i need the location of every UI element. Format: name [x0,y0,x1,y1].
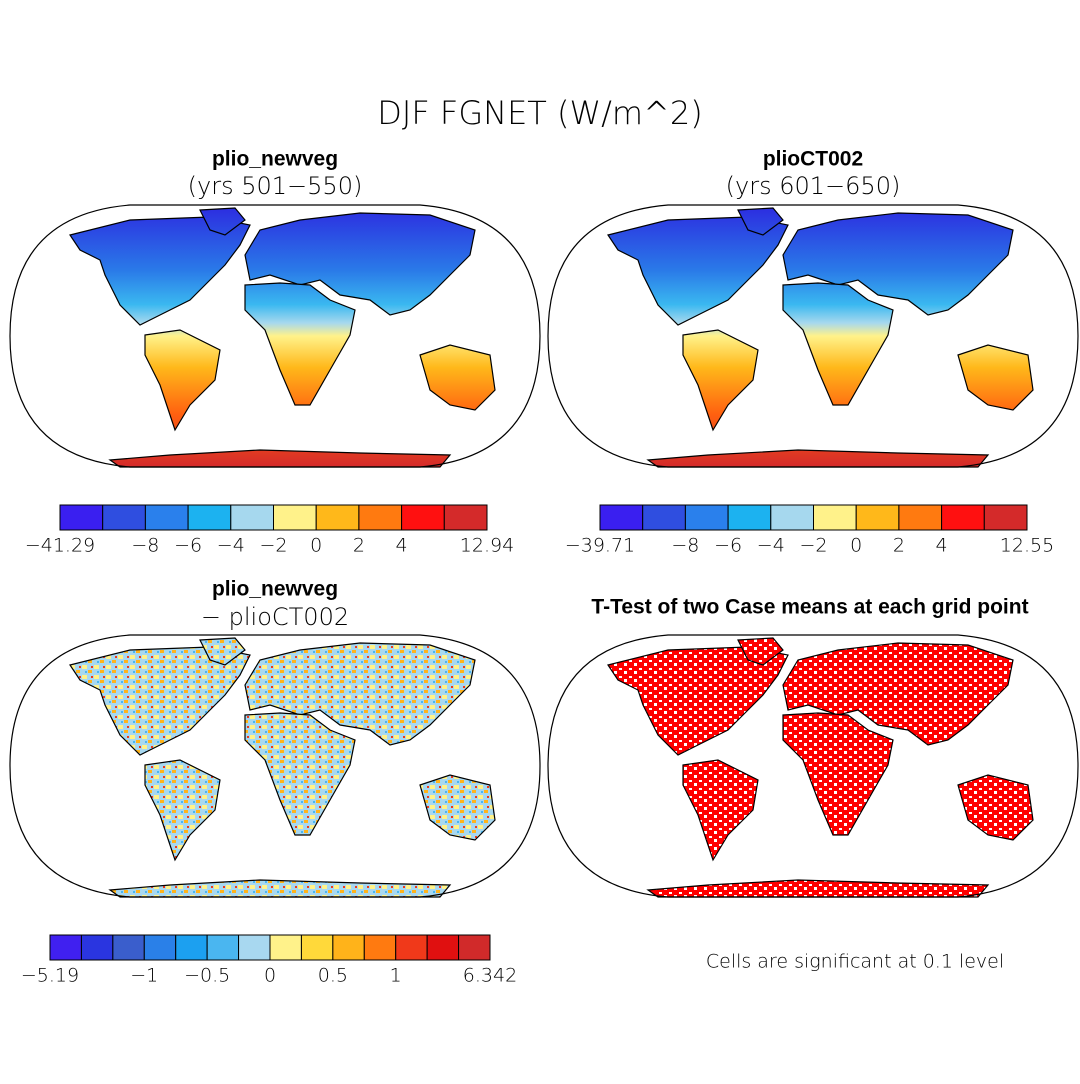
colorbar-box [175,934,208,961]
panel-subtitle: (yrs 501−550) [188,172,363,200]
colorbar-box [112,934,145,961]
colorbar-box [684,504,729,531]
colorbar-label: 1 [390,965,402,987]
colorbar-box [443,504,488,531]
figure-title: DJF FGNET (W/m^2) [377,94,702,132]
colorbar-box [144,504,189,531]
colorbar-label: −5.19 [21,965,79,987]
colorbar-label: 0 [850,535,862,557]
colorbar-box [642,504,686,531]
colorbar-label: 2 [353,535,365,557]
colorbar-label: −2 [799,535,827,557]
panel-subtitle: (yrs 601−650) [726,172,901,200]
colorbar-box [269,934,302,961]
colorbar-label: −4 [217,535,245,557]
colorbar-label: 0.5 [318,965,348,987]
colorbar-label: −6 [174,535,202,557]
colorbar-label: 12.55 [1000,535,1054,557]
colorbar-box [238,934,271,961]
map [547,204,1079,468]
colorbar-box [59,504,104,531]
colorbar-box [770,504,814,531]
colorbar-box [426,934,460,961]
colorbar-box [187,504,232,531]
map [547,634,1079,898]
colorbar-box [599,504,644,531]
colorbar-label: −6 [714,535,742,557]
colorbar-label: −8 [671,535,699,557]
colorbar-box [401,504,445,531]
colorbar-box [230,504,275,531]
colorbar-label: 2 [893,535,905,557]
colorbar-label: 0 [310,535,322,557]
colorbar-label: 4 [396,535,408,557]
colorbar-label: 0 [264,965,276,987]
colorbar-box [983,504,1028,531]
map [9,204,541,468]
colorbar-label: 6.342 [463,965,517,987]
colorbar-box [102,504,146,531]
map [9,634,541,898]
colorbar-label: −0.5 [184,965,230,987]
panel-title: plioCT002 [763,148,863,171]
colorbar-box [813,504,857,531]
panel-title: plio_newveg [212,148,338,171]
colorbar-box [363,934,397,961]
colorbar-label: 12.94 [460,535,514,557]
colorbar-box [332,934,365,961]
colorbar-box [395,934,428,961]
colorbar-box [898,504,943,531]
panel-title: T-Test of two Case means at each grid po… [591,596,1028,619]
colorbar-box [206,934,240,961]
colorbar-box [358,504,403,531]
colorbar-box [143,934,177,961]
colorbar-box [49,934,82,961]
colorbar-label: −2 [259,535,287,557]
colorbar-box [300,934,334,961]
panel-title: plio_newveg [212,578,338,601]
colorbar-label: −41.29 [25,535,95,557]
colorbar-box [727,504,772,531]
colorbar-label: 4 [936,535,948,557]
colorbar-box [80,934,114,961]
colorbar-label: −8 [131,535,159,557]
colorbar-box [941,504,985,531]
colorbar-box [273,504,317,531]
colorbar-label: −4 [757,535,785,557]
colorbar-label: −39.71 [565,535,635,557]
colorbar-box [458,934,491,961]
colorbar-box [315,504,360,531]
colorbar-box [855,504,900,531]
panel-subtitle: − plioCT002 [201,603,349,631]
note: Cells are significant at 0.1 level [706,951,1004,973]
colorbar-label: −1 [130,965,158,987]
